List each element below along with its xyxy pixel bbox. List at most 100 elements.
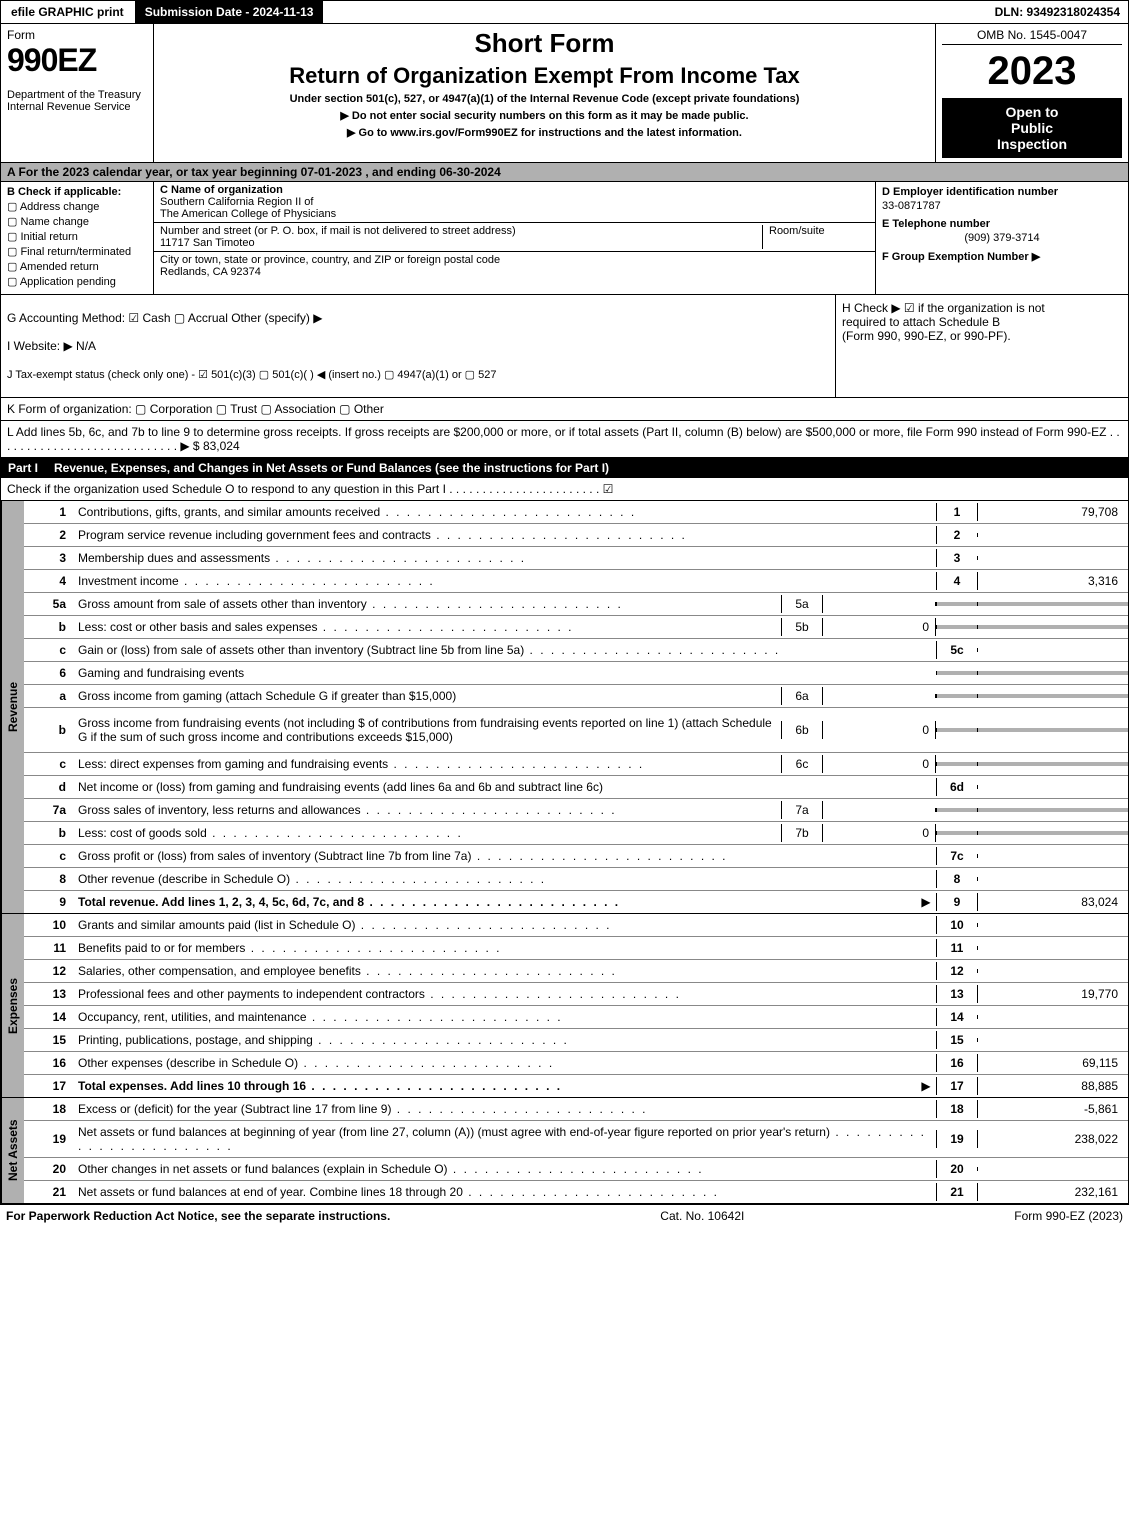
ln-4-rn: 4 bbox=[936, 572, 977, 590]
ghi-left: G Accounting Method: ☑ Cash ▢ Accrual Ot… bbox=[1, 295, 835, 397]
ln-11-desc: Benefits paid to or for members bbox=[72, 939, 936, 957]
ln-6c-sub: 6c bbox=[781, 755, 823, 773]
ln-19-rn: 19 bbox=[936, 1130, 977, 1148]
ln-14-desc: Occupancy, rent, utilities, and maintena… bbox=[72, 1008, 936, 1026]
ln-9-desc: Total revenue. Add lines 1, 2, 3, 4, 5c,… bbox=[72, 893, 916, 911]
ln-6d-num: d bbox=[24, 778, 72, 796]
header-right: OMB No. 1545-0047 2023 Open to Public In… bbox=[936, 24, 1128, 162]
ln-19-num: 19 bbox=[24, 1130, 72, 1148]
ln-9-num: 9 bbox=[24, 893, 72, 911]
efile-print-button[interactable]: efile GRAPHIC print bbox=[1, 1, 135, 23]
page-footer: For Paperwork Reduction Act Notice, see … bbox=[0, 1204, 1129, 1227]
col-c-org-info: C Name of organization Southern Californ… bbox=[154, 182, 876, 294]
ln-15-desc: Printing, publications, postage, and shi… bbox=[72, 1031, 936, 1049]
ln-21-num: 21 bbox=[24, 1183, 72, 1201]
ln-7b-sv: 0 bbox=[823, 824, 936, 842]
ln-5a-sv bbox=[823, 602, 936, 606]
ln-6c-rv-grey bbox=[977, 762, 1128, 766]
net-assets-side-label: Net Assets bbox=[1, 1098, 24, 1203]
ln-13-rv: 19,770 bbox=[977, 985, 1128, 1003]
ln-6d-rn: 6d bbox=[936, 778, 977, 796]
ln-4-desc: Investment income bbox=[72, 572, 936, 590]
ln-21-rn: 21 bbox=[936, 1183, 977, 1201]
row-a-tax-year: A For the 2023 calendar year, or tax yea… bbox=[0, 163, 1129, 182]
ln-5c-rn: 5c bbox=[936, 641, 977, 659]
ln-16-desc: Other expenses (describe in Schedule O) bbox=[72, 1054, 936, 1072]
ln-7a-desc: Gross sales of inventory, less returns a… bbox=[72, 801, 781, 819]
ln-5b-sub: 5b bbox=[781, 618, 823, 636]
org-name-1: Southern California Region II of bbox=[160, 196, 313, 208]
expenses-section: Expenses 10Grants and similar amounts pa… bbox=[0, 914, 1129, 1098]
ln-19-rv: 238,022 bbox=[977, 1130, 1128, 1148]
footer-left: For Paperwork Reduction Act Notice, see … bbox=[6, 1209, 390, 1223]
footer-right: Form 990-EZ (2023) bbox=[1014, 1209, 1123, 1223]
ln-2-num: 2 bbox=[24, 526, 72, 544]
chk-final-return[interactable]: Final return/terminated bbox=[7, 245, 147, 258]
submission-date-button[interactable]: Submission Date - 2024-11-13 bbox=[135, 1, 325, 23]
ln-13-rn: 13 bbox=[936, 985, 977, 1003]
ln-6-num: 6 bbox=[24, 664, 72, 682]
ln-7c-desc: Gross profit or (loss) from sales of inv… bbox=[72, 847, 936, 865]
ln-7a-sv bbox=[823, 808, 936, 812]
net-assets-body: 18Excess or (deficit) for the year (Subt… bbox=[24, 1098, 1128, 1203]
ln-4-rv: 3,316 bbox=[977, 572, 1128, 590]
ln-7b-num: b bbox=[24, 824, 72, 842]
ln-6a-num: a bbox=[24, 687, 72, 705]
chk-address-change[interactable]: Address change bbox=[7, 200, 147, 213]
ln-8-desc: Other revenue (describe in Schedule O) bbox=[72, 870, 936, 888]
ln-15-num: 15 bbox=[24, 1031, 72, 1049]
ln-6d-desc: Net income or (loss) from gaming and fun… bbox=[72, 778, 936, 796]
badge-line1: Open to bbox=[944, 104, 1120, 120]
form-label: Form bbox=[7, 28, 147, 42]
ln-6b-num: b bbox=[24, 721, 72, 739]
part-i-check-line: Check if the organization used Schedule … bbox=[0, 478, 1129, 501]
ln-17-desc: Total expenses. Add lines 10 through 16 bbox=[72, 1077, 916, 1095]
chk-application-pending[interactable]: Application pending bbox=[7, 275, 147, 288]
chk-amended-return[interactable]: Amended return bbox=[7, 260, 147, 273]
ln-10-rn: 10 bbox=[936, 916, 977, 934]
line-h-3: (Form 990, 990-EZ, or 990-PF). bbox=[842, 329, 1122, 343]
subtitle-link[interactable]: ▶ Go to www.irs.gov/Form990EZ for instru… bbox=[162, 126, 927, 139]
title-short-form: Short Form bbox=[162, 28, 927, 59]
section-g-through-j: G Accounting Method: ☑ Cash ▢ Accrual Ot… bbox=[0, 295, 1129, 398]
ln-5c-desc: Gain or (loss) from sale of assets other… bbox=[72, 641, 936, 659]
city-label: City or town, state or province, country… bbox=[160, 254, 500, 266]
omb-number: OMB No. 1545-0047 bbox=[942, 28, 1122, 45]
ln-3-rv bbox=[977, 556, 1128, 560]
org-name-2: The American College of Physicians bbox=[160, 208, 336, 220]
tel-value: (909) 379-3714 bbox=[882, 232, 1122, 244]
ln-18-rn: 18 bbox=[936, 1100, 977, 1118]
ln-14-rv bbox=[977, 1015, 1128, 1019]
ln-7c-rn: 7c bbox=[936, 847, 977, 865]
ln-7c-rv bbox=[977, 854, 1128, 858]
line-h-1: H Check ▶ ☑ if the organization is not bbox=[842, 301, 1122, 315]
chk-name-change[interactable]: Name change bbox=[7, 215, 147, 228]
revenue-side-label: Revenue bbox=[1, 501, 24, 913]
line-h-2: required to attach Schedule B bbox=[842, 315, 1122, 329]
ln-12-desc: Salaries, other compensation, and employ… bbox=[72, 962, 936, 980]
ln-12-rn: 12 bbox=[936, 962, 977, 980]
part-i-tag: Part I bbox=[8, 461, 38, 475]
ln-10-num: 10 bbox=[24, 916, 72, 934]
ln-1-rv: 79,708 bbox=[977, 503, 1128, 521]
street-label: Number and street (or P. O. box, if mail… bbox=[160, 225, 516, 237]
ln-11-rn: 11 bbox=[936, 939, 977, 957]
ln-18-num: 18 bbox=[24, 1100, 72, 1118]
ln-5b-sv: 0 bbox=[823, 618, 936, 636]
ln-6-desc: Gaming and fundraising events bbox=[72, 664, 936, 682]
form-number: 990EZ bbox=[7, 42, 147, 79]
ln-6b-rn-grey bbox=[936, 728, 977, 732]
line-g-accounting: G Accounting Method: ☑ Cash ▢ Accrual Ot… bbox=[7, 307, 829, 329]
ln-5b-rn-grey bbox=[936, 625, 977, 629]
group-exemption-label: F Group Exemption Number ▶ bbox=[882, 250, 1122, 263]
revenue-body: 1Contributions, gifts, grants, and simil… bbox=[24, 501, 1128, 913]
header-center: Short Form Return of Organization Exempt… bbox=[154, 24, 936, 162]
ln-21-desc: Net assets or fund balances at end of ye… bbox=[72, 1183, 936, 1201]
ln-5a-desc: Gross amount from sale of assets other t… bbox=[72, 595, 781, 613]
ln-1-num: 1 bbox=[24, 503, 72, 521]
ln-5a-rn-grey bbox=[936, 602, 977, 606]
chk-initial-return[interactable]: Initial return bbox=[7, 230, 147, 243]
net-assets-section: Net Assets 18Excess or (deficit) for the… bbox=[0, 1098, 1129, 1204]
ln-6c-rn-grey bbox=[936, 762, 977, 766]
row-k-form-of-org: K Form of organization: ▢ Corporation ▢ … bbox=[0, 398, 1129, 421]
